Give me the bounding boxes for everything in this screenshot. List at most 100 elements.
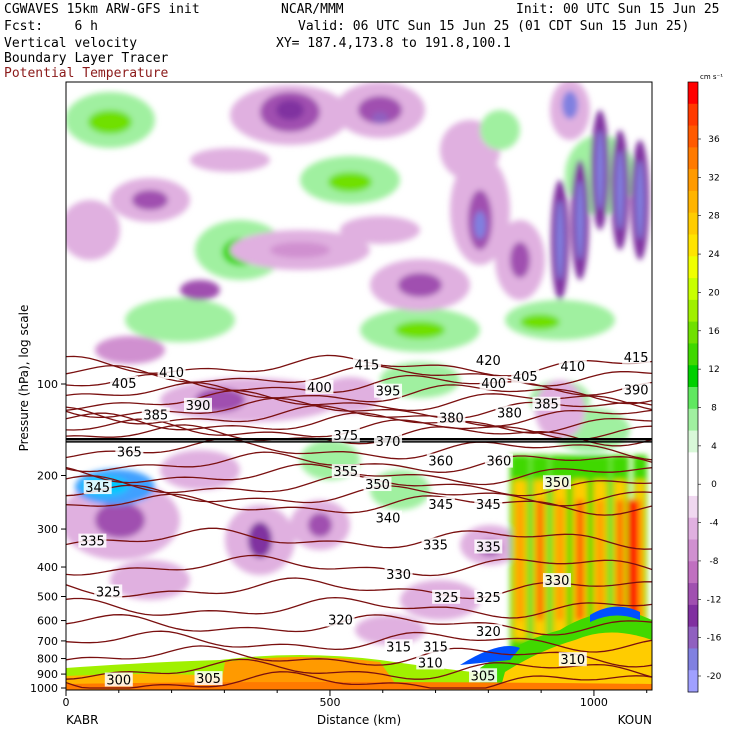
field-potential-temperature: Potential Temperature bbox=[4, 66, 169, 81]
velocity-cell bbox=[510, 242, 530, 278]
y-tick-label: 600 bbox=[37, 615, 58, 628]
theta-label-bg bbox=[484, 453, 513, 468]
colorbar-swatch bbox=[688, 430, 698, 453]
theta-label: 310 bbox=[560, 653, 585, 668]
plume-core bbox=[556, 500, 564, 620]
colorbar-swatch bbox=[688, 169, 698, 192]
theta-label-bg bbox=[479, 376, 508, 390]
colorbar-label: -20 bbox=[707, 672, 722, 682]
theta-contour bbox=[66, 493, 652, 516]
theta-label: 380 bbox=[439, 412, 464, 427]
colorbar-swatch bbox=[688, 125, 698, 148]
theta-label-bg bbox=[474, 589, 503, 604]
plume-core bbox=[576, 500, 584, 620]
theta-label: 415 bbox=[624, 351, 649, 366]
velocity-cell bbox=[190, 148, 270, 172]
colorbar-swatch bbox=[688, 452, 698, 475]
theta-label: 350 bbox=[545, 476, 570, 491]
velocity-cell bbox=[88, 110, 132, 134]
colorbar-label: 32 bbox=[708, 173, 719, 183]
theta-label: 345 bbox=[85, 481, 110, 496]
theta-label-bg bbox=[194, 671, 223, 686]
velocity-cell bbox=[358, 96, 402, 124]
velocity-cell bbox=[340, 216, 420, 244]
theta-label-bg bbox=[83, 480, 112, 495]
colorbar-label: 28 bbox=[708, 212, 720, 222]
colorbar-swatch bbox=[688, 561, 698, 584]
field-vertical-velocity: Vertical velocity bbox=[4, 36, 138, 51]
colorbar-swatch bbox=[688, 495, 698, 519]
colorbar-swatch bbox=[688, 604, 698, 628]
colorbar-label: 36 bbox=[708, 135, 720, 145]
velocity-cell bbox=[66, 200, 120, 260]
velocity-cell bbox=[270, 242, 330, 258]
theta-contour bbox=[66, 614, 652, 636]
colorbar-swatch bbox=[688, 278, 698, 301]
theta-label-bg bbox=[421, 639, 450, 654]
theta-contour bbox=[66, 630, 652, 653]
y-tick-label: 900 bbox=[37, 668, 58, 681]
theta-label-bg bbox=[421, 537, 450, 552]
theta-label: 355 bbox=[333, 465, 358, 480]
theta-label-bg bbox=[374, 433, 403, 448]
colorbar-swatch bbox=[688, 212, 698, 235]
theta-label-bg bbox=[78, 533, 107, 548]
theta-label: 410 bbox=[159, 366, 184, 381]
colorbar-swatch bbox=[688, 365, 698, 388]
velocity-cell bbox=[276, 100, 304, 120]
theta-contour bbox=[66, 527, 652, 550]
theta-label: 370 bbox=[376, 435, 401, 450]
colorbar-swatch bbox=[688, 147, 698, 170]
theta-label-bg bbox=[495, 405, 524, 420]
theta-label: 385 bbox=[534, 398, 559, 413]
theta-label-bg bbox=[532, 396, 561, 411]
theta-label: 400 bbox=[307, 381, 332, 396]
theta-label: 335 bbox=[476, 540, 501, 555]
field-boundary-layer-tracer: Boundary Layer Tracer bbox=[4, 51, 169, 66]
theta-contour bbox=[66, 424, 652, 447]
theta-label-bg bbox=[141, 407, 170, 422]
theta-label-bg bbox=[437, 410, 466, 425]
theta-label: 360 bbox=[486, 455, 511, 470]
theta-label-bg bbox=[416, 655, 445, 670]
theta-label: 335 bbox=[80, 535, 105, 550]
velocity-cell bbox=[520, 314, 560, 330]
theta-contour bbox=[66, 645, 652, 668]
theta-label-bg bbox=[331, 427, 360, 442]
velocity-cell bbox=[596, 130, 604, 210]
theta-label-bg bbox=[384, 567, 413, 582]
theta-label-bg bbox=[363, 477, 392, 492]
endpoint-right: KOUN bbox=[618, 713, 652, 727]
colorbar-swatch bbox=[688, 321, 698, 344]
theta-label-bg bbox=[474, 539, 503, 554]
velocity-cell bbox=[180, 280, 220, 300]
theta-label-bg bbox=[426, 453, 455, 468]
theta-label-bg bbox=[374, 383, 403, 398]
theta-label: 325 bbox=[476, 591, 501, 606]
x-axis-title: Distance (km) bbox=[317, 713, 401, 727]
colorbar-swatch bbox=[688, 474, 698, 497]
x-tick-label: 500 bbox=[319, 696, 340, 709]
colorbar-label: 12 bbox=[708, 365, 719, 375]
theta-label: 305 bbox=[196, 672, 221, 687]
colorbar-label: 16 bbox=[708, 327, 720, 337]
theta-contour bbox=[66, 438, 652, 461]
y-tick-label: 200 bbox=[37, 470, 58, 483]
theta-label: 420 bbox=[476, 354, 501, 369]
theta-label-bg bbox=[426, 496, 455, 511]
theta-label-bg bbox=[622, 382, 651, 397]
theta-label: 345 bbox=[428, 498, 453, 513]
colorbar-swatch bbox=[688, 539, 698, 562]
velocity-cell bbox=[160, 450, 240, 490]
x-axis: 0 500 1000 bbox=[63, 690, 648, 709]
y-axis-title: Pressure (hPa), log scale bbox=[17, 305, 31, 452]
velocity-cell bbox=[132, 190, 168, 210]
theta-label: 320 bbox=[476, 625, 501, 640]
velocity-cell bbox=[576, 180, 584, 260]
theta-contour bbox=[66, 658, 652, 680]
bl-layer bbox=[460, 646, 520, 665]
theta-label: 415 bbox=[355, 359, 380, 374]
colorbar-swatch bbox=[688, 190, 698, 214]
colorbar-label: -12 bbox=[707, 595, 722, 605]
